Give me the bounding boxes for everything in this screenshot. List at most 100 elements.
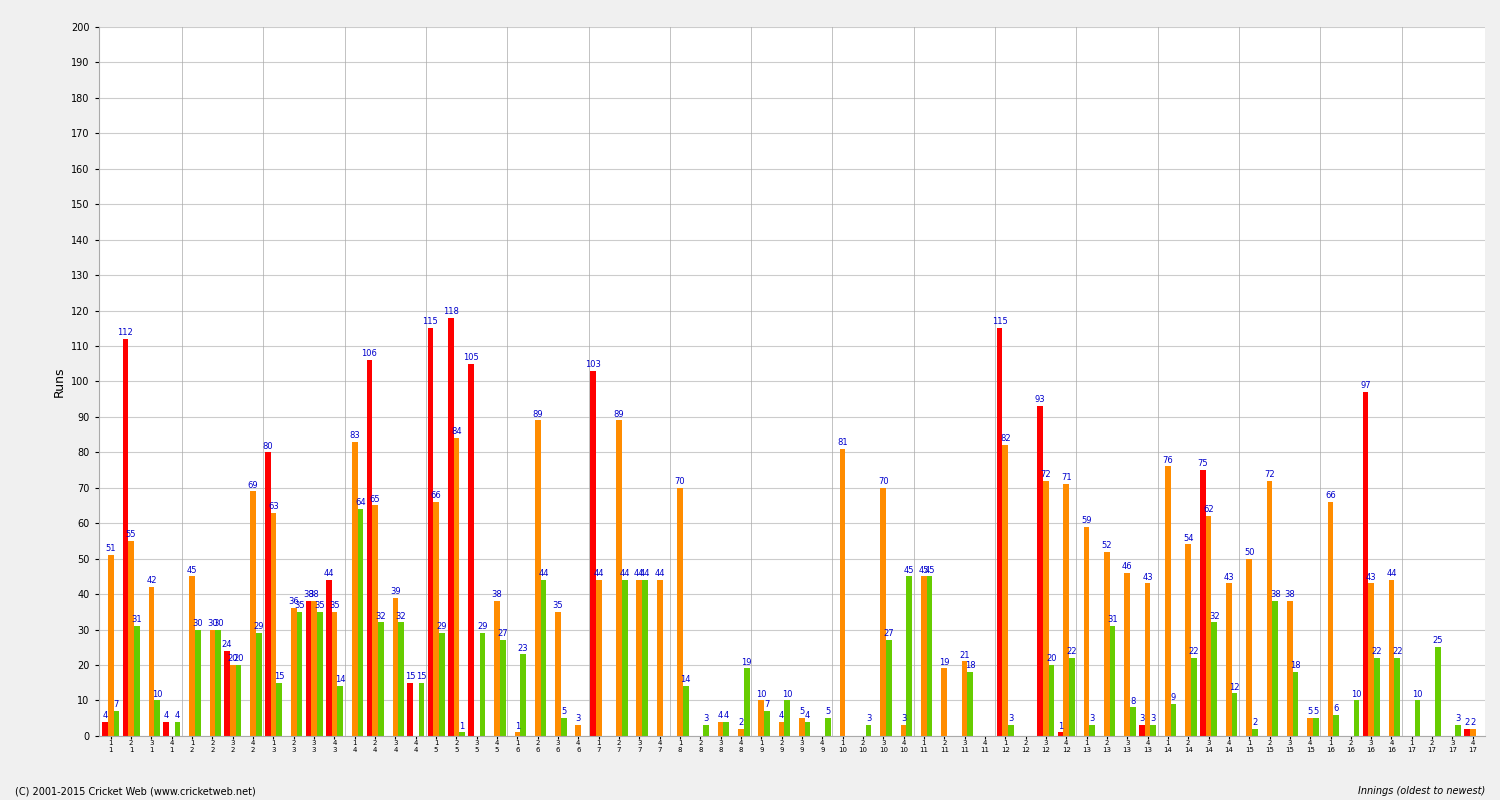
Bar [108, 555, 114, 736]
Text: 2: 2 [1464, 718, 1470, 727]
Text: 35: 35 [294, 601, 304, 610]
Text: 32: 32 [1209, 612, 1219, 621]
Bar [1395, 658, 1400, 736]
Text: 6: 6 [1334, 704, 1340, 713]
Bar [555, 612, 561, 736]
Text: 3: 3 [1138, 714, 1144, 723]
Bar [1293, 672, 1299, 736]
Bar [1470, 729, 1476, 736]
Bar [1308, 718, 1312, 736]
Bar [453, 438, 459, 736]
Bar [1389, 580, 1395, 736]
Bar [1150, 726, 1156, 736]
Bar [800, 718, 806, 736]
Text: 5: 5 [561, 707, 567, 716]
Bar [393, 598, 398, 736]
Bar [1272, 601, 1278, 736]
Text: 38: 38 [309, 590, 320, 599]
Bar [148, 587, 154, 736]
Text: (C) 2001-2015 Cricket Web (www.cricketweb.net): (C) 2001-2015 Cricket Web (www.cricketwe… [15, 786, 255, 796]
Bar [195, 630, 201, 736]
Bar [316, 612, 322, 736]
Text: 1: 1 [514, 722, 520, 730]
Text: 84: 84 [452, 427, 462, 436]
Bar [723, 722, 729, 736]
Text: 19: 19 [741, 658, 752, 666]
Bar [1374, 658, 1380, 736]
Text: 35: 35 [315, 601, 326, 610]
Bar [123, 339, 129, 736]
Bar [1362, 392, 1368, 736]
Text: 2: 2 [1252, 718, 1257, 727]
Bar [657, 580, 663, 736]
Text: 43: 43 [1142, 573, 1154, 582]
Bar [270, 513, 276, 736]
Bar [1070, 658, 1076, 736]
Bar [224, 650, 230, 736]
Bar [398, 622, 404, 736]
Text: 38: 38 [1284, 590, 1294, 599]
Bar [266, 452, 270, 736]
Bar [962, 662, 968, 736]
Text: 70: 70 [878, 477, 888, 486]
Bar [886, 640, 892, 736]
Bar [1104, 551, 1110, 736]
Text: 9: 9 [1172, 693, 1176, 702]
Bar [114, 711, 120, 736]
Bar [520, 654, 526, 736]
Bar [540, 580, 546, 736]
Text: 5: 5 [800, 707, 804, 716]
Text: 30: 30 [213, 618, 223, 628]
Bar [366, 360, 372, 736]
Text: 27: 27 [884, 630, 894, 638]
Bar [968, 672, 974, 736]
Bar [406, 682, 412, 736]
Text: 43: 43 [1366, 573, 1377, 582]
Bar [1252, 729, 1257, 736]
Text: 45: 45 [924, 566, 934, 574]
Text: 44: 44 [634, 569, 645, 578]
Text: 35: 35 [552, 601, 564, 610]
Bar [865, 726, 871, 736]
Text: 65: 65 [369, 494, 381, 504]
Text: 20: 20 [1047, 654, 1058, 663]
Text: 35: 35 [328, 601, 339, 610]
Bar [840, 449, 846, 736]
Bar [189, 576, 195, 736]
Bar [236, 665, 242, 736]
Bar [1368, 583, 1374, 736]
Bar [784, 700, 790, 736]
Bar [1089, 726, 1095, 736]
Text: 115: 115 [992, 318, 1008, 326]
Text: 5: 5 [1312, 707, 1318, 716]
Text: 44: 44 [538, 569, 549, 578]
Bar [1414, 700, 1420, 736]
Bar [622, 580, 627, 736]
Bar [1206, 516, 1212, 736]
Text: 22: 22 [1392, 647, 1402, 656]
Text: 80: 80 [262, 442, 273, 450]
Text: 66: 66 [1324, 491, 1336, 500]
Bar [1048, 665, 1054, 736]
Text: 38: 38 [492, 590, 502, 599]
Text: 30: 30 [192, 618, 202, 628]
Bar [210, 630, 216, 736]
Text: 63: 63 [268, 502, 279, 510]
Bar [636, 580, 642, 736]
Bar [1064, 484, 1070, 736]
Bar [357, 509, 363, 736]
Bar [1138, 726, 1144, 736]
Text: 44: 44 [654, 569, 664, 578]
Text: 55: 55 [126, 530, 136, 539]
Text: 10: 10 [782, 690, 792, 698]
Bar [1312, 718, 1318, 736]
Bar [326, 580, 332, 736]
Bar [230, 665, 236, 736]
Text: 2: 2 [1470, 718, 1476, 727]
Bar [1125, 573, 1130, 736]
Text: 32: 32 [375, 612, 386, 621]
Bar [942, 669, 946, 736]
Text: 83: 83 [350, 431, 360, 440]
Text: 3: 3 [902, 714, 906, 723]
Bar [682, 686, 688, 736]
